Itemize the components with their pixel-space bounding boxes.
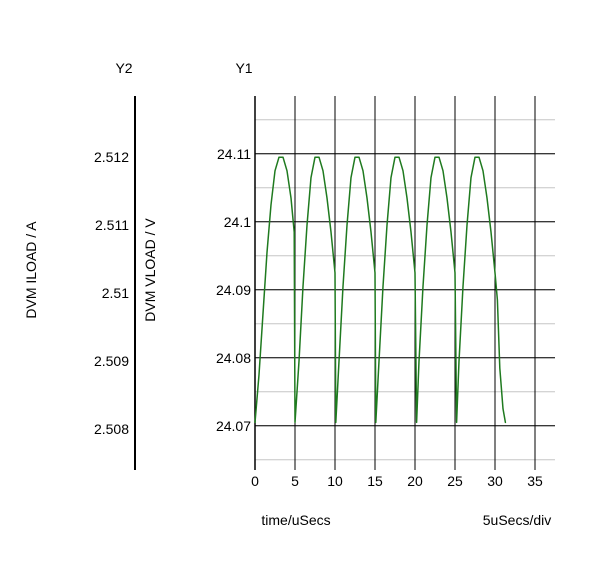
y2-tick-labels: 2.512 2.511 2.51 2.509 2.508 <box>94 149 129 437</box>
x-axis-label: time/uSecs <box>261 512 330 528</box>
y2-tick-label: 2.511 <box>95 217 129 233</box>
x-tick-label: 5 <box>291 473 299 489</box>
x-tick-label: 15 <box>367 473 383 489</box>
axis-lines <box>134 96 256 470</box>
x-tick-label: 25 <box>447 473 463 489</box>
x-tick-label: 0 <box>251 473 259 489</box>
x-tick-label: 35 <box>527 473 543 489</box>
major-grid <box>254 96 555 470</box>
y1-header: Y1 <box>235 60 252 76</box>
y1-tick-label: 24.1 <box>224 214 251 230</box>
y1-axis-label: DVM VLOAD / V <box>142 218 158 322</box>
y1-tick-label: 24.07 <box>216 418 251 434</box>
y2-axis-label: DVM ILOAD / A <box>23 221 39 319</box>
x-tick-label: 20 <box>407 473 423 489</box>
series-line <box>254 156 507 424</box>
y2-tick-label: 2.508 <box>94 421 129 437</box>
x-scale-label: 5uSecs/div <box>483 512 551 528</box>
x-tick-labels: 0 5 10 15 20 25 30 35 <box>251 473 543 489</box>
series-layer <box>254 156 507 424</box>
y2-tick-label: 2.509 <box>94 353 129 369</box>
y2-header: Y2 <box>115 60 132 76</box>
y1-tick-label: 24.08 <box>216 350 251 366</box>
y1-tick-label: 24.11 <box>217 146 251 162</box>
y1-tick-labels: 24.11 24.1 24.09 24.08 24.07 <box>216 146 251 434</box>
x-tick-label: 30 <box>487 473 503 489</box>
x-tick-label: 10 <box>327 473 343 489</box>
y2-tick-label: 2.51 <box>102 285 129 301</box>
y1-tick-label: 24.09 <box>216 282 251 298</box>
y2-tick-label: 2.512 <box>94 149 129 165</box>
